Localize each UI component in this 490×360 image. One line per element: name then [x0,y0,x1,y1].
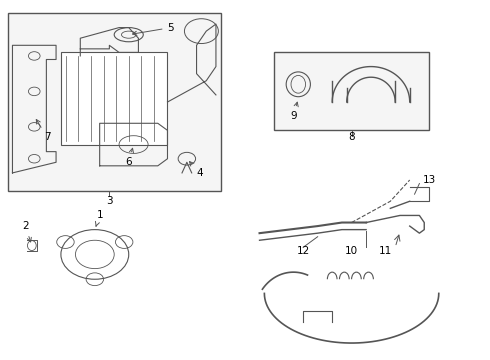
Text: 7: 7 [36,120,50,143]
FancyBboxPatch shape [274,53,429,130]
FancyBboxPatch shape [8,13,221,191]
Text: 9: 9 [290,102,298,121]
Text: 6: 6 [125,148,133,167]
Text: 1: 1 [96,211,103,226]
Text: 13: 13 [422,175,436,185]
Text: 5: 5 [132,23,174,35]
Text: 10: 10 [345,246,358,256]
Text: 12: 12 [296,246,310,256]
Text: 3: 3 [106,196,113,206]
Text: 8: 8 [348,132,355,143]
FancyBboxPatch shape [61,53,168,145]
Text: 11: 11 [379,246,392,256]
Text: 2: 2 [22,221,31,242]
Text: 4: 4 [190,162,203,178]
